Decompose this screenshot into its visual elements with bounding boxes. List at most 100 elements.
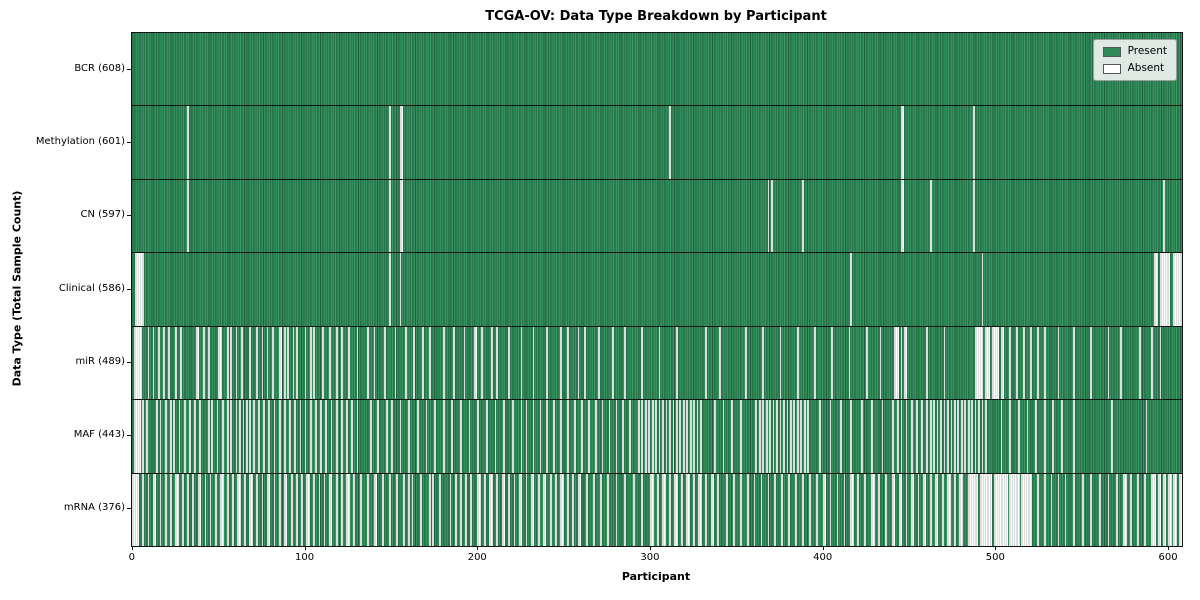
absent-stripe (271, 326, 274, 400)
absent-stripe (878, 473, 880, 546)
absent-stripe (296, 326, 298, 400)
absent-stripe (584, 326, 587, 400)
absent-stripe (921, 400, 923, 473)
absent-stripe (442, 326, 445, 400)
absent-stripe (916, 400, 918, 473)
absent-stripe (959, 473, 963, 546)
absent-stripe (719, 326, 721, 400)
y-tick-mark (127, 141, 131, 143)
absent-stripe (164, 473, 167, 546)
absent-stripe (762, 400, 765, 473)
x-tick-label: 100 (295, 552, 315, 563)
absent-stripe (879, 326, 882, 400)
absent-stripe (964, 400, 967, 473)
absent-stripe (739, 473, 742, 546)
legend: Present Absent (1092, 39, 1177, 81)
absent-stripe (232, 473, 234, 546)
absent-stripe (301, 473, 303, 546)
absent-stripe (850, 253, 853, 326)
heatmap-row-clinical (132, 253, 1182, 327)
absent-stripe (686, 473, 690, 546)
absent-stripe (356, 400, 359, 473)
heatmap-row-cn (132, 179, 1182, 254)
absent-stripe (572, 473, 575, 546)
absent-stripe (135, 253, 145, 326)
absent-stripe (1150, 473, 1157, 546)
absent-stripe (658, 326, 661, 400)
absent-stripe (226, 400, 229, 473)
absent-stripe (985, 400, 987, 473)
absent-stripe (156, 400, 158, 473)
absent-stripe (256, 326, 259, 400)
absent-stripe (655, 400, 657, 473)
absent-stripe (532, 326, 535, 400)
absent-stripe (235, 326, 238, 400)
absent-stripe (373, 473, 378, 546)
absent-stripe (577, 326, 580, 400)
absent-stripe (615, 400, 618, 473)
absent-stripe (318, 473, 321, 546)
absent-stripe (567, 473, 569, 546)
absent-stripe (665, 400, 668, 473)
absent-stripe (726, 473, 728, 546)
absent-stripe (622, 400, 625, 473)
absent-stripe (204, 473, 207, 546)
absent-stripe (473, 326, 478, 400)
absent-stripe (897, 400, 899, 473)
absent-stripe (168, 326, 170, 400)
absent-stripe (230, 400, 233, 473)
absent-stripe (252, 400, 255, 473)
absent-stripe (1150, 326, 1153, 400)
absent-stripe (1021, 473, 1032, 546)
y-tick-mark (127, 435, 131, 437)
absent-stripe (981, 400, 984, 473)
absent-stripe (648, 400, 651, 473)
absent-stripe (408, 400, 411, 473)
absent-stripe (967, 473, 979, 546)
absent-stripe (1119, 326, 1122, 400)
absent-stripe (808, 473, 811, 546)
absent-stripe (226, 473, 229, 546)
absent-stripe (411, 473, 414, 546)
absent-stripe (1043, 326, 1046, 400)
absent-stripe (429, 473, 431, 546)
absent-stripe (180, 326, 183, 400)
absent-stripe (1073, 326, 1075, 400)
absent-stripe (586, 473, 588, 546)
absent-stripe (399, 400, 402, 473)
absent-stripe (235, 400, 238, 473)
absent-stripe (900, 400, 903, 473)
absent-stripe (786, 400, 789, 473)
absent-stripe (657, 473, 659, 546)
absent-stripe (926, 326, 929, 400)
absent-stripe (278, 473, 281, 546)
absent-stripe (802, 473, 804, 546)
absent-stripe (940, 400, 942, 473)
absent-stripe (494, 400, 497, 473)
absent-stripe (283, 400, 286, 473)
absent-stripe (788, 473, 790, 546)
absent-stripe (468, 400, 471, 473)
absent-stripe (1173, 473, 1177, 546)
absent-stripe (422, 326, 424, 400)
absent-stripe (1073, 400, 1075, 473)
absent-stripe (954, 400, 956, 473)
absent-stripe (900, 106, 904, 179)
absent-stripe (283, 326, 286, 400)
absent-stripe (722, 400, 725, 473)
absent-stripe (674, 473, 678, 546)
absent-stripe (615, 473, 618, 546)
absent-stripe (508, 326, 511, 400)
absent-stripe (273, 473, 276, 546)
absent-stripe (900, 326, 903, 400)
absent-stripe (593, 473, 595, 546)
absent-stripe (769, 400, 771, 473)
absent-stripe (871, 400, 873, 473)
absent-stripe (1090, 473, 1093, 546)
absent-stripe (567, 400, 569, 473)
absent-stripe (767, 179, 770, 253)
absent-stripe (1159, 326, 1162, 400)
absent-stripe (399, 179, 404, 253)
absent-stripe (484, 473, 487, 546)
absent-stripe (289, 400, 291, 473)
